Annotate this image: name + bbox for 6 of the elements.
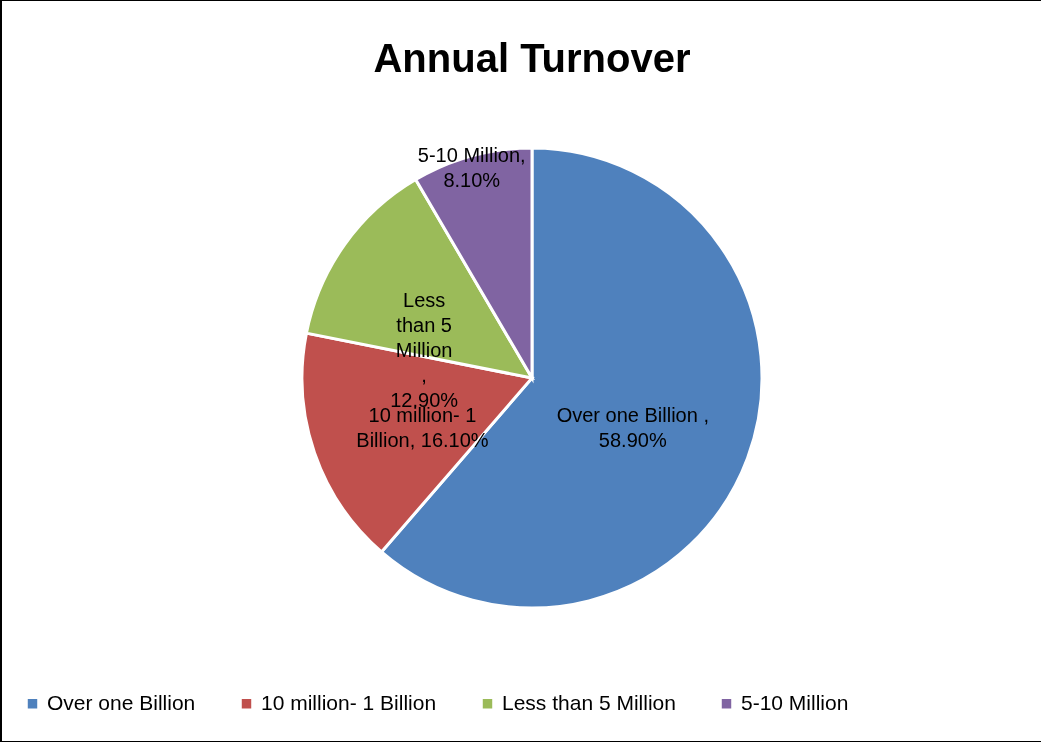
legend-label: Less than 5 Million <box>502 690 676 714</box>
legend-label: 10 million- 1 Billion <box>261 690 437 714</box>
legend-label: 5-10 Million <box>741 690 849 714</box>
legend-label: Over one Billion <box>47 690 196 714</box>
chart-title: Annual Turnover <box>373 36 691 80</box>
data-label: Over one Billion , 58.90% <box>556 403 709 451</box>
